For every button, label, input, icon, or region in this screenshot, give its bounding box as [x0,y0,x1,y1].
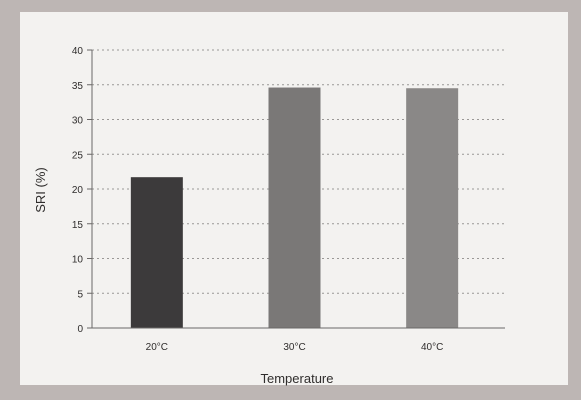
y-axis-label: SRI (%) [33,167,48,213]
y-tick-label: 10 [72,255,84,266]
y-tick-label: 15 [72,220,84,231]
x-axis-label: Temperature [261,371,334,386]
y-tick-labels: 0 5 10 15 20 25 30 35 40 [72,46,92,335]
y-tick-label: 5 [77,289,83,300]
y-tick-label: 30 [72,116,84,127]
bar-1 [268,87,321,328]
y-tick-label: 20 [72,185,84,196]
x-tick-label: 40°C [421,342,443,353]
bar-series [130,87,459,328]
y-tick-label: 0 [77,324,83,335]
bar-2 [406,88,459,328]
y-tick-label: 40 [72,46,84,57]
y-tick-label: 35 [72,81,84,92]
x-tick-label: 30°C [283,342,305,353]
y-tick-label: 25 [72,150,84,161]
x-tick-labels: 20°C 30°C 40°C [146,342,444,353]
x-tick-label: 20°C [146,342,168,353]
bar-0 [130,177,183,328]
